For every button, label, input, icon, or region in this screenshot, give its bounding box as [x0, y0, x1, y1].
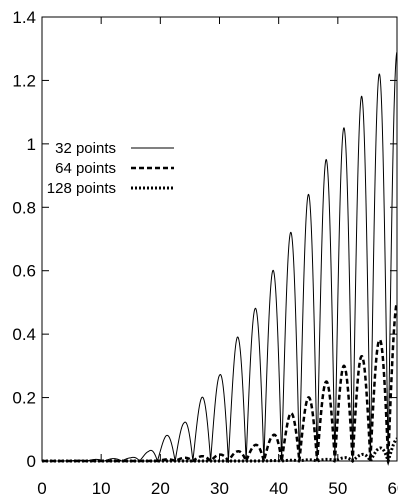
x-tick-label: 10 — [92, 479, 111, 498]
x-tick-label: 60 — [388, 479, 398, 498]
y-tick-label: 1.2 — [12, 71, 36, 90]
legend-label: 128 points — [47, 180, 116, 197]
y-tick-label: 0.6 — [12, 262, 36, 281]
legend: 32 points 64 points 128 points — [47, 140, 174, 197]
legend-label: 32 points — [55, 140, 116, 157]
y-tick-label: 0.8 — [12, 198, 36, 217]
x-tick-label: 20 — [151, 479, 170, 498]
tick-labels-layer: 0 10 20 30 40 50 60 0 0.2 0.4 0.6 0.8 1 1.2 1.4 — [12, 8, 398, 498]
y-tick-label: 0.2 — [12, 389, 36, 408]
series-layer — [42, 51, 398, 466]
ticks-layer — [41, 16, 398, 462]
series-line-2 — [42, 301, 398, 466]
x-tick-label: 0 — [37, 479, 46, 498]
y-tick-label: 1 — [27, 135, 36, 154]
y-tick-label: 0 — [27, 452, 36, 471]
y-tick-label: 0.4 — [12, 325, 36, 344]
plot-frame — [41, 16, 398, 462]
x-tick-label: 30 — [210, 479, 229, 498]
x-tick-label: 50 — [328, 479, 347, 498]
legend-label: 64 points — [55, 160, 116, 177]
x-tick-label: 40 — [269, 479, 288, 498]
series-line-1 — [42, 51, 398, 463]
y-tick-label: 1.4 — [12, 8, 36, 27]
